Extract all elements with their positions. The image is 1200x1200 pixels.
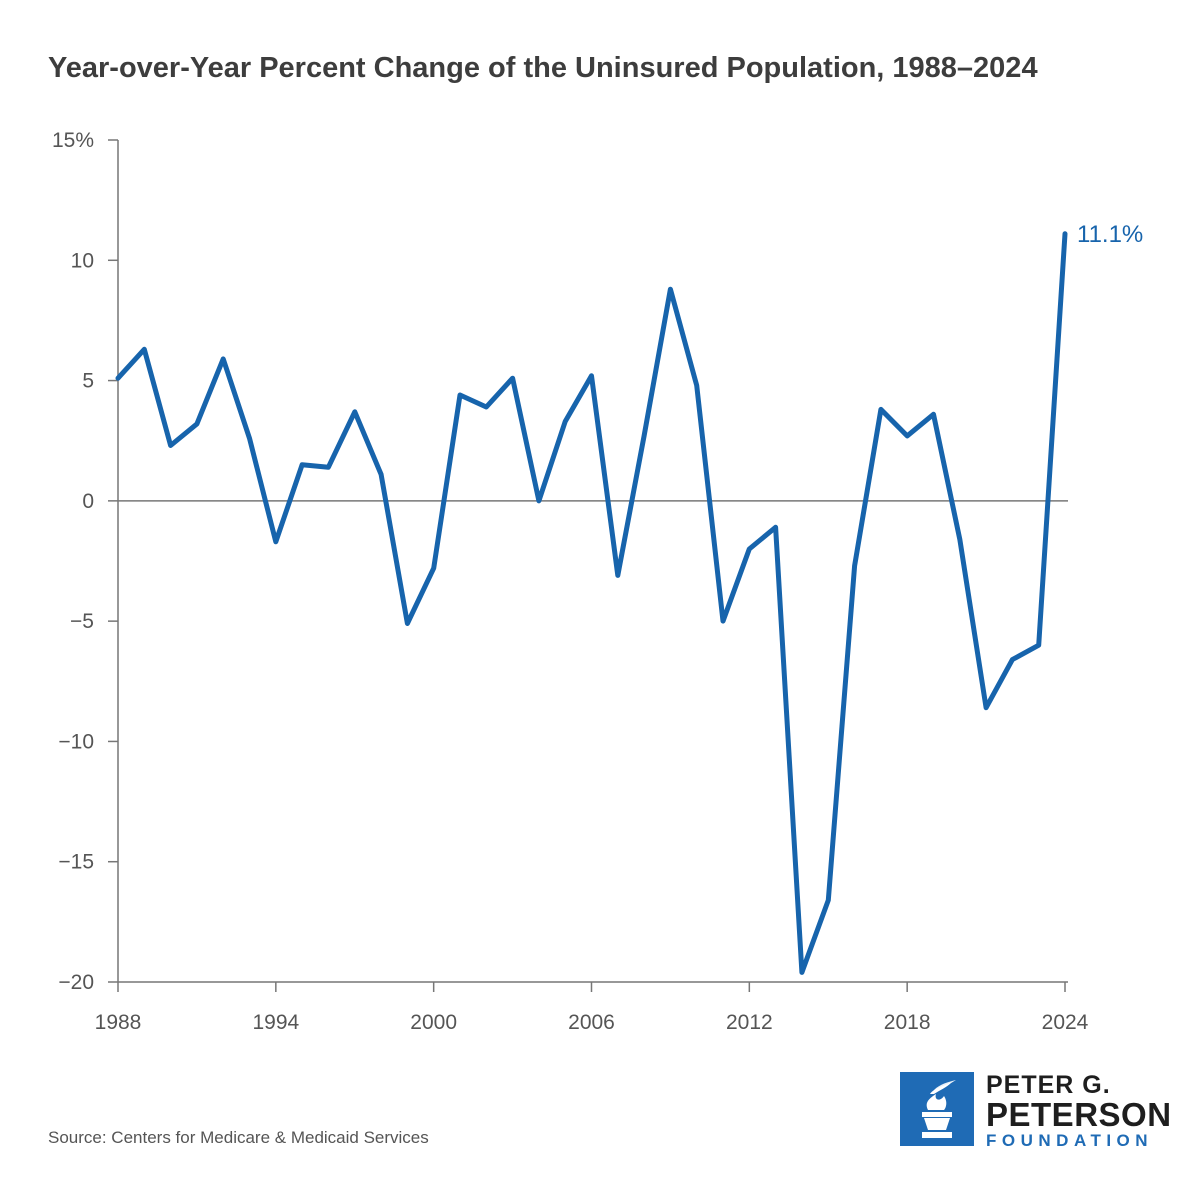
y-tick-label: 10 — [71, 249, 94, 272]
series-line — [115, 231, 1068, 975]
x-tick-label: 1988 — [95, 1011, 142, 1034]
y-tick-label: −15 — [58, 851, 94, 874]
line-chart: 15% 10 5 0 −5 −10 −15 −20 1988 1994 2000 2006 2012 2… — [52, 129, 1143, 1034]
logo-line-2: PETERSON — [986, 1096, 1172, 1133]
x-tick-label: 2000 — [410, 1011, 457, 1034]
logo-line-1: PETER G. — [986, 1071, 1111, 1099]
y-tick-label: 5 — [82, 370, 94, 393]
x-tick-label: 1994 — [252, 1011, 299, 1034]
source-note: Source: Centers for Medicare & Medicaid … — [48, 1128, 429, 1147]
torch-icon — [900, 1072, 974, 1146]
x-tick-label: 2024 — [1042, 1011, 1089, 1034]
y-axis: 15% 10 5 0 −5 −10 −15 −20 — [52, 129, 119, 994]
x-tick-label: 2006 — [568, 1011, 615, 1034]
x-axis: 1988 1994 2000 2006 2012 2018 2024 — [95, 500, 1089, 1034]
y-tick-label: 0 — [82, 490, 94, 513]
y-tick-label: −5 — [70, 610, 94, 633]
logo-line-3: FOUNDATION — [986, 1131, 1154, 1150]
end-value-label: 11.1% — [1077, 221, 1143, 248]
y-tick-label: −10 — [58, 730, 94, 753]
y-tick-label: −20 — [58, 971, 94, 994]
plot-area: 11.1% — [115, 221, 1143, 975]
chart-title: Year-over-Year Percent Change of the Uni… — [48, 52, 1038, 84]
x-tick-label: 2018 — [884, 1011, 931, 1034]
x-tick-label: 2012 — [726, 1011, 773, 1034]
peterson-foundation-logo: PETER G. PETERSON FOUNDATION — [900, 1072, 1171, 1150]
y-tick-label: 15% — [52, 129, 94, 152]
